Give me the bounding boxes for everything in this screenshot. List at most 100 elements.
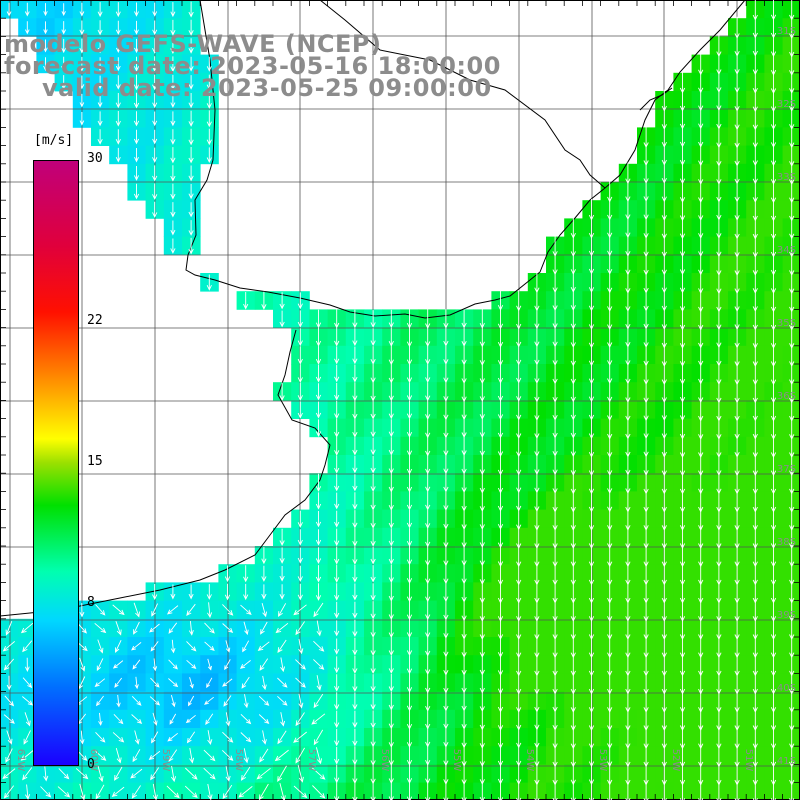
wind-arrow xyxy=(388,674,394,693)
wind-arrow xyxy=(23,730,31,745)
colorbar-tick-label: 8 xyxy=(87,595,95,611)
wind-arrow xyxy=(315,747,323,765)
wind-arrow xyxy=(115,111,121,127)
wind-arrow xyxy=(148,750,161,761)
wind-arrow xyxy=(316,620,322,637)
latitude-label: 32S xyxy=(777,99,796,110)
wind-arrow xyxy=(388,491,394,511)
wind-arrow xyxy=(79,2,85,17)
wind-arrow xyxy=(443,309,449,329)
wind-arrow xyxy=(297,346,303,365)
wind-arrow xyxy=(406,382,413,402)
wind-arrow xyxy=(188,237,194,255)
wind-arrow xyxy=(79,730,85,745)
wind-arrow xyxy=(370,509,376,529)
wind-arrow xyxy=(134,148,139,163)
wind-arrow xyxy=(94,622,107,634)
wind-arrow xyxy=(352,565,358,583)
wind-arrow xyxy=(207,602,213,619)
wind-arrow xyxy=(115,20,121,35)
valid-date: valid date: 2023-05-25 09:00:00 xyxy=(42,74,492,102)
wind-arrow xyxy=(297,510,303,528)
wind-arrow xyxy=(370,637,376,657)
wind-arrow xyxy=(352,346,358,365)
wind-arrow xyxy=(61,21,67,35)
wind-arrow xyxy=(79,112,85,126)
wind-arrow xyxy=(97,2,103,18)
latitude-labels: 31S 32S 33S 34S 35S 36S 37S 38S 39S 40S 41S xyxy=(777,26,796,767)
wind-arrow xyxy=(112,604,125,616)
wind-arrow xyxy=(370,565,376,583)
wind-arrow xyxy=(79,603,85,618)
wind-arrow xyxy=(222,604,234,616)
wind-arrow xyxy=(112,660,124,669)
wind-arrow xyxy=(277,677,288,688)
wind-arrow xyxy=(370,346,376,365)
wind-arrow xyxy=(224,565,231,583)
wind-arrow xyxy=(115,93,121,109)
wind-arrow xyxy=(352,510,358,529)
wind-arrow xyxy=(115,39,121,53)
wind-arrow xyxy=(189,747,195,764)
wind-arrow xyxy=(170,165,176,182)
wind-arrow xyxy=(133,129,140,145)
wind-arrow xyxy=(388,618,394,639)
wind-arrow xyxy=(79,38,85,54)
wind-arrow xyxy=(370,419,376,438)
wind-arrow xyxy=(352,710,358,729)
wind-arrow xyxy=(97,93,103,108)
wind-arrow xyxy=(20,622,34,634)
wind-arrow xyxy=(168,749,178,762)
wind-arrow xyxy=(170,2,176,18)
wind-arrow xyxy=(279,547,285,564)
latitude-label: 37S xyxy=(777,464,796,475)
wind-arrow xyxy=(96,658,104,672)
longitude-label: 53W xyxy=(597,749,608,772)
wind-arrow xyxy=(225,766,231,782)
wind-arrow xyxy=(461,309,467,329)
wind-arrow xyxy=(388,637,394,657)
wind-arrow xyxy=(133,111,140,127)
wind-arrow xyxy=(150,767,160,781)
wind-arrow xyxy=(370,528,376,547)
wind-arrow xyxy=(334,692,340,711)
wind-arrow xyxy=(131,785,141,799)
wind-arrow xyxy=(206,147,212,164)
wind-arrow xyxy=(222,678,233,687)
wind-arrow xyxy=(221,749,234,762)
wind-arrow xyxy=(295,747,305,764)
wind-arrow xyxy=(224,659,231,671)
latitude-label: 39S xyxy=(777,610,796,621)
wind-arrow xyxy=(97,57,103,72)
wind-arrow xyxy=(313,729,324,746)
wind-arrow xyxy=(6,2,12,17)
wind-arrow xyxy=(240,604,252,615)
wind-arrow xyxy=(279,292,285,310)
wind-arrow xyxy=(79,20,85,36)
wind-arrow xyxy=(151,731,159,744)
wind-arrow xyxy=(24,2,30,17)
latitude-label: 41S xyxy=(777,756,796,767)
wind-arrow xyxy=(297,565,303,582)
wind-arrow xyxy=(131,642,142,651)
wind-arrow xyxy=(61,3,66,17)
wind-arrow xyxy=(297,328,303,347)
wind-arrow xyxy=(189,677,194,689)
wind-arrow xyxy=(98,712,103,726)
wind-arrow xyxy=(188,220,194,236)
wind-arrow xyxy=(239,660,251,669)
wind-arrow xyxy=(334,309,340,329)
wind-arrow xyxy=(352,637,358,656)
wind-arrow xyxy=(352,418,358,438)
wind-arrow xyxy=(61,75,67,90)
wind-arrow xyxy=(370,328,376,347)
wind-arrow xyxy=(261,602,268,618)
wind-arrow xyxy=(259,658,269,671)
wind-arrow xyxy=(261,730,267,745)
wind-arrow xyxy=(315,327,322,347)
wind-arrow xyxy=(57,786,71,798)
wind-arrow xyxy=(170,202,176,218)
wind-arrow xyxy=(188,202,194,218)
wind-arrow xyxy=(370,710,376,729)
